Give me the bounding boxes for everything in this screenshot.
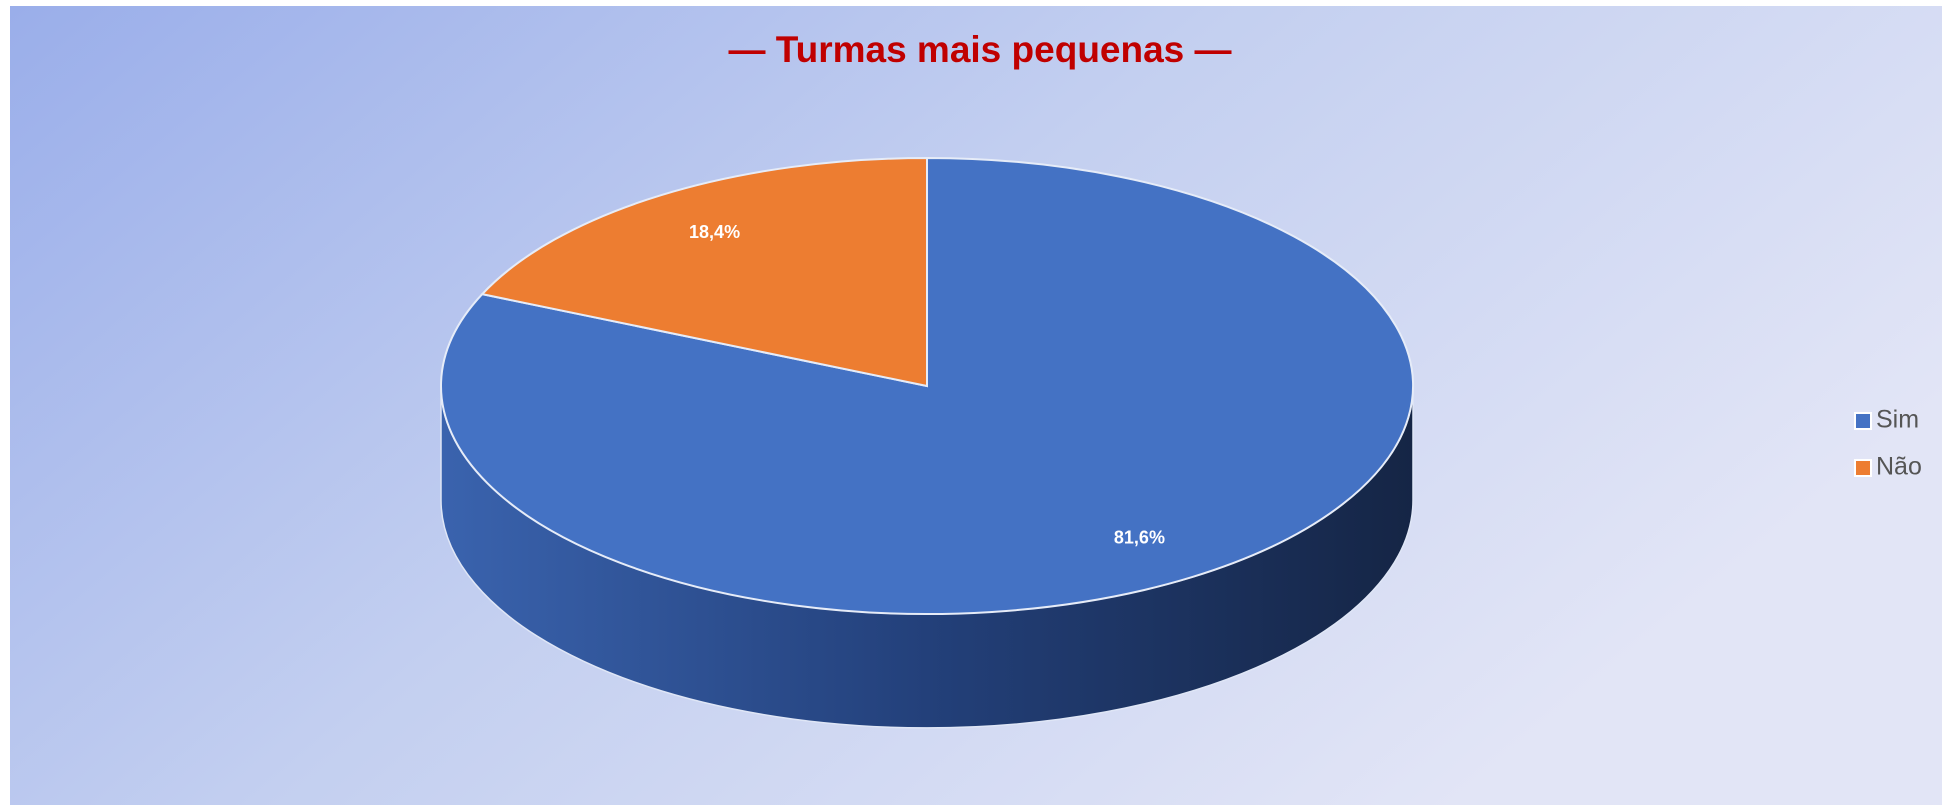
legend-label: Não xyxy=(1876,453,1922,481)
data-label: 81,6% xyxy=(1114,528,1165,548)
chart-title: — Turmas mais pequenas — xyxy=(728,29,1231,70)
data-label: 18,4% xyxy=(689,222,740,242)
legend-label: Sim xyxy=(1876,406,1919,434)
legend-swatch xyxy=(1854,412,1872,430)
pie-slice xyxy=(440,156,1414,615)
legend-swatch xyxy=(1854,459,1872,477)
pie-slice xyxy=(480,156,928,388)
